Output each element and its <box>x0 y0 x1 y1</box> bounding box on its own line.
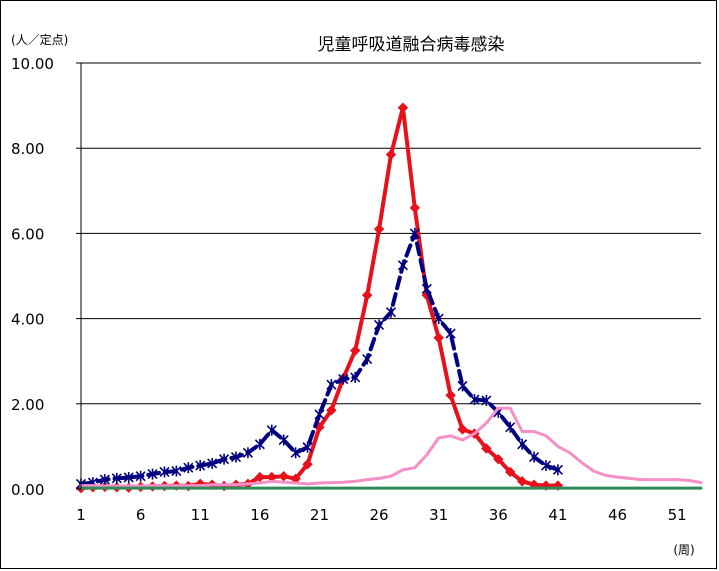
data-point <box>123 471 134 483</box>
data-point <box>362 353 373 365</box>
data-point <box>409 227 420 239</box>
data-point <box>111 472 122 484</box>
data-point <box>135 470 146 482</box>
data-point <box>493 453 504 465</box>
y-tick-label: 4.00 <box>11 311 44 329</box>
data-point <box>278 471 289 482</box>
data-point <box>159 466 170 478</box>
data-point <box>266 424 277 436</box>
data-point <box>230 451 242 463</box>
data-point <box>254 438 265 450</box>
data-point <box>457 380 468 392</box>
data-point <box>433 313 444 325</box>
data-point <box>314 408 325 420</box>
data-point <box>481 394 492 406</box>
data-point <box>242 447 253 459</box>
data-point <box>278 434 289 446</box>
data-point <box>385 306 397 318</box>
x-tick-label: 31 <box>429 506 448 524</box>
data-point <box>361 289 373 301</box>
data-point <box>481 443 492 454</box>
data-point <box>385 149 397 160</box>
x-tick-label: 26 <box>370 506 389 524</box>
data-point <box>374 319 385 331</box>
x-tick-label: 46 <box>608 506 627 524</box>
data-point <box>469 394 480 406</box>
x-tick-label: 1 <box>76 506 86 524</box>
data-point <box>326 379 337 391</box>
data-point <box>373 223 385 235</box>
data-point <box>350 371 361 383</box>
data-point <box>338 373 349 385</box>
data-point <box>445 390 456 401</box>
data-point <box>540 460 552 472</box>
data-point <box>552 464 563 476</box>
series-line <box>79 406 703 488</box>
x-tick-label: 6 <box>136 506 146 524</box>
data-point <box>350 345 361 356</box>
data-point <box>505 466 516 478</box>
y-tick-label: 2.00 <box>11 396 44 414</box>
data-point <box>290 447 301 459</box>
data-point <box>517 438 528 450</box>
data-point <box>207 457 218 469</box>
data-point <box>445 328 456 340</box>
data-point <box>99 474 110 486</box>
y-axis-label: (人／定点) <box>11 32 68 47</box>
y-tick-label: 8.00 <box>11 140 44 158</box>
x-tick-label: 11 <box>191 506 210 524</box>
data-point <box>397 102 409 113</box>
x-tick-label: 41 <box>548 506 567 524</box>
data-point <box>421 283 432 295</box>
data-point <box>183 462 194 474</box>
series-layer <box>75 102 703 494</box>
data-point <box>171 465 182 477</box>
data-point <box>195 460 206 472</box>
x-tick-label: 16 <box>250 506 269 524</box>
data-point <box>147 468 158 480</box>
x-axis-label: (周) <box>673 543 694 557</box>
data-point <box>529 451 540 463</box>
x-tick-label: 21 <box>310 506 329 524</box>
data-point <box>505 421 516 433</box>
data-point <box>219 453 230 465</box>
data-point <box>326 404 337 416</box>
y-tick-label: 10.00 <box>11 55 54 73</box>
data-point <box>433 332 444 343</box>
data-point <box>302 459 313 470</box>
chart-title: 児童呼吸道融合病毒感染 <box>318 35 505 55</box>
data-point <box>302 441 313 453</box>
y-tick-label: 6.00 <box>11 225 44 243</box>
x-tick-label: 36 <box>489 506 508 524</box>
data-point <box>457 424 468 435</box>
data-point <box>516 476 528 487</box>
data-point <box>397 259 408 271</box>
data-point <box>409 202 421 214</box>
grid-layer <box>81 62 701 490</box>
y-tick-label: 0.00 <box>11 481 44 499</box>
x-tick-label: 51 <box>668 506 687 524</box>
